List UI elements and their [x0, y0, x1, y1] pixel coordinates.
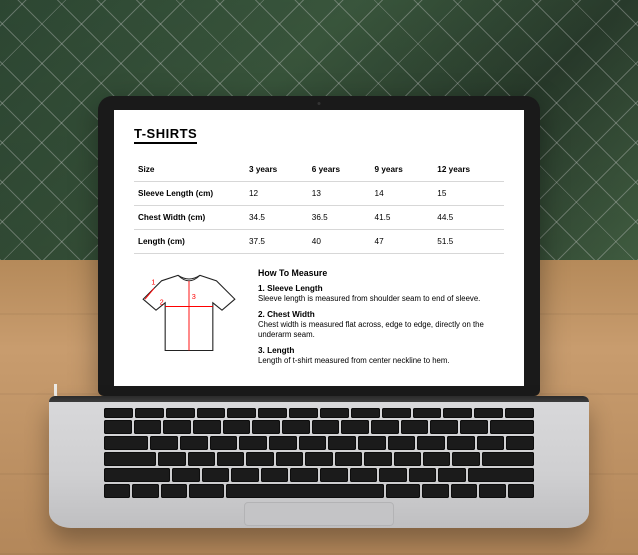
- diagram-label-2: 2: [160, 298, 164, 307]
- laptop-screen: T-SHIRTS Size 3 years 6 years 9 years 12…: [114, 110, 524, 386]
- measure-desc: Sleeve length is measured from shoulder …: [258, 294, 504, 304]
- size-guide-page: T-SHIRTS Size 3 years 6 years 9 years 12…: [114, 110, 524, 367]
- cell: 41.5: [371, 206, 434, 230]
- table-header-row: Size 3 years 6 years 9 years 12 years: [134, 158, 504, 182]
- keyboard-row: [104, 436, 534, 450]
- keyboard-row: [104, 420, 534, 434]
- how-to-heading: How To Measure: [258, 268, 504, 278]
- table-header-col: 9 years: [371, 158, 434, 182]
- table-header-col: 3 years: [245, 158, 308, 182]
- cell: 14: [371, 182, 434, 206]
- row-label: Sleeve Length (cm): [134, 182, 245, 206]
- table-header-size: Size: [134, 158, 245, 182]
- size-table: Size 3 years 6 years 9 years 12 years Sl…: [134, 158, 504, 254]
- table-header-col: 12 years: [433, 158, 504, 182]
- cell: 44.5: [433, 206, 504, 230]
- cell: 47: [371, 230, 434, 254]
- laptop-hinge: [49, 396, 589, 402]
- laptop: T-SHIRTS Size 3 years 6 years 9 years 12…: [98, 96, 540, 528]
- measure-title: 1. Sleeve Length: [258, 284, 504, 293]
- measure-title: 3. Length: [258, 346, 504, 355]
- row-label: Chest Width (cm): [134, 206, 245, 230]
- cell: 15: [433, 182, 504, 206]
- measure-title: 2. Chest Width: [258, 310, 504, 319]
- diagram-label-1: 1: [151, 277, 155, 286]
- tshirt-diagram: 1 2 3: [134, 268, 244, 367]
- keyboard: [104, 408, 534, 498]
- keyboard-row: [104, 408, 534, 418]
- cell: 36.5: [308, 206, 371, 230]
- keyboard-row: [104, 468, 534, 482]
- diagram-label-3: 3: [192, 292, 196, 301]
- cell: 12: [245, 182, 308, 206]
- how-to-measure: 1 2 3 How To Measure 1. Sleeve Length Sl: [134, 268, 504, 367]
- keyboard-row: [104, 484, 534, 498]
- measure-desc: Chest width is measured flat across, edg…: [258, 320, 504, 340]
- cell: 34.5: [245, 206, 308, 230]
- laptop-deck: [49, 396, 589, 528]
- cell: 51.5: [433, 230, 504, 254]
- laptop-screen-bezel: T-SHIRTS Size 3 years 6 years 9 years 12…: [98, 96, 540, 396]
- measure-desc: Length of t-shirt measured from center n…: [258, 356, 504, 366]
- table-header-col: 6 years: [308, 158, 371, 182]
- page-title: T-SHIRTS: [134, 126, 197, 144]
- cell: 37.5: [245, 230, 308, 254]
- trackpad: [244, 502, 394, 526]
- table-row: Sleeve Length (cm) 12 13 14 15: [134, 182, 504, 206]
- cell: 40: [308, 230, 371, 254]
- cell: 13: [308, 182, 371, 206]
- row-label: Length (cm): [134, 230, 245, 254]
- table-row: Length (cm) 37.5 40 47 51.5: [134, 230, 504, 254]
- keyboard-row: [104, 452, 534, 466]
- how-to-text: How To Measure 1. Sleeve Length Sleeve l…: [258, 268, 504, 367]
- table-row: Chest Width (cm) 34.5 36.5 41.5 44.5: [134, 206, 504, 230]
